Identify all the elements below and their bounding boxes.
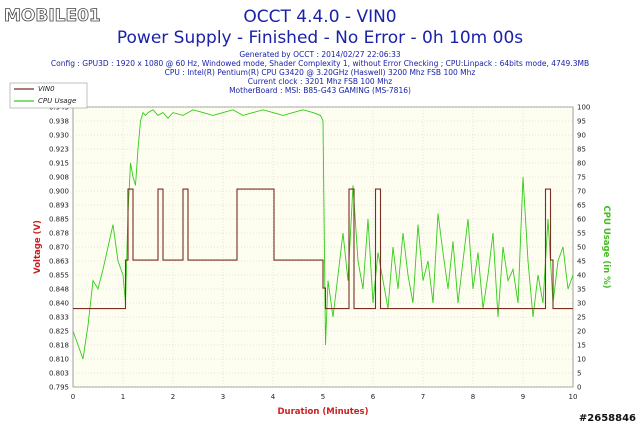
x-tick-label: 8 (471, 393, 475, 401)
x-tick-label: 0 (71, 393, 75, 401)
y-tick-label: 0.803 (49, 370, 69, 378)
y-tick-label: 0.878 (49, 230, 69, 238)
legend: VIN0 CPU Usage (9, 82, 88, 109)
y-tick-label: 0.825 (49, 328, 69, 336)
y-tick-label: 0.870 (49, 244, 69, 252)
info-cpu: CPU : Intel(R) Pentium(R) CPU G3420 @ 3.… (165, 68, 476, 77)
legend-label-vin0: VIN0 (38, 85, 55, 93)
y2-tick-label: 15 (577, 342, 586, 350)
y2-tick-label: 60 (577, 216, 586, 224)
legend-box (9, 82, 88, 109)
y2-tick-label: 45 (577, 258, 586, 266)
x-tick-label: 9 (521, 393, 525, 401)
y2-tick-label: 10 (577, 356, 586, 364)
y2-tick-label: 40 (577, 272, 586, 280)
info-motherboard: MotherBoard : MSI: B85-G43 GAMING (MS-78… (229, 86, 411, 95)
y2-axis-ticks: 0 5 10 15 20 25 30 35 40 45 50 55 60 65 70 75 80 85 90 95 10… (577, 104, 590, 392)
x-tick-label: 2 (171, 393, 175, 401)
y-tick-label: 0.923 (49, 146, 69, 154)
y2-tick-label: 75 (577, 174, 586, 182)
y-tick-label: 0.908 (49, 174, 69, 182)
chart-title: OCCT 4.4.0 - VIN0 (243, 7, 396, 27)
y-tick-label: 0.885 (49, 216, 69, 224)
y-tick-label: 0.915 (49, 160, 69, 168)
y2-tick-label: 100 (577, 104, 590, 112)
y2-tick-label: 30 (577, 300, 586, 308)
y-tick-label: 0.893 (49, 202, 69, 210)
logo-text: MOBILE01 (4, 6, 101, 26)
x-tick-label: 3 (221, 393, 225, 401)
y2-tick-label: 65 (577, 202, 586, 210)
mobile01-logo: MOBILE01 (4, 6, 102, 27)
y2-tick-label: 0 (577, 384, 581, 392)
series-line-cpu-usage (72, 109, 574, 360)
x-tick-label: 10 (569, 393, 578, 401)
y2-tick-label: 50 (577, 244, 586, 252)
image-id-watermark: #2658846 (579, 413, 636, 424)
series-line-vin0 (73, 188, 573, 310)
info-generated: Generated by OCCT : 2014/02/27 22:06:33 (239, 50, 401, 59)
y2-tick-label: 25 (577, 314, 586, 322)
y-tick-label: 0.818 (49, 342, 69, 350)
y2-tick-label: 80 (577, 160, 586, 168)
y-axis-ticks: 0.795 0.803 0.810 0.818 0.825 0.833 0.840 0.848… (49, 104, 69, 392)
y2-tick-label: 90 (577, 132, 586, 140)
info-config: Config : GPU3D : 1920 x 1080 @ 60 Hz, Wi… (51, 59, 589, 68)
y-tick-label: 0.833 (49, 314, 69, 322)
y2-tick-label: 20 (577, 328, 586, 336)
x-tick-label: 4 (271, 393, 276, 401)
x-axis-ticks: 0 1 2 3 4 5 6 7 8 9 10 (71, 393, 578, 401)
x-tick-label: 7 (421, 393, 425, 401)
y-tick-label: 0.900 (49, 188, 69, 196)
y-tick-label: 0.795 (49, 384, 69, 392)
y-tick-label: 0.855 (49, 272, 69, 280)
y2-tick-label: 5 (577, 370, 581, 378)
y2-tick-label: 85 (577, 146, 586, 154)
legend-label-cpu-usage: CPU Usage (38, 97, 76, 105)
y-tick-label: 0.938 (49, 118, 69, 126)
chart-subtitle: Power Supply - Finished - No Error - 0h … (117, 28, 523, 48)
x-tick-label: 5 (321, 393, 325, 401)
y2-tick-label: 95 (577, 118, 586, 126)
y-tick-label: 0.863 (49, 258, 69, 266)
y2-axis-label: CPU Usage (in %) (601, 205, 611, 288)
y2-tick-label: 70 (577, 188, 586, 196)
y2-tick-label: 55 (577, 230, 586, 238)
y-tick-label: 0.930 (49, 132, 69, 140)
y-axis-label: Voltage (V) (33, 220, 43, 274)
x-tick-label: 1 (121, 393, 125, 401)
x-tick-label: 6 (371, 393, 376, 401)
info-clock: Current clock : 3201 Mhz FSB 100 Mhz (248, 77, 393, 86)
x-axis-label: Duration (Minutes) (278, 407, 369, 417)
y2-tick-label: 35 (577, 286, 586, 294)
y-tick-label: 0.840 (49, 300, 69, 308)
y-tick-label: 0.848 (49, 286, 69, 294)
y-tick-label: 0.810 (49, 356, 69, 364)
